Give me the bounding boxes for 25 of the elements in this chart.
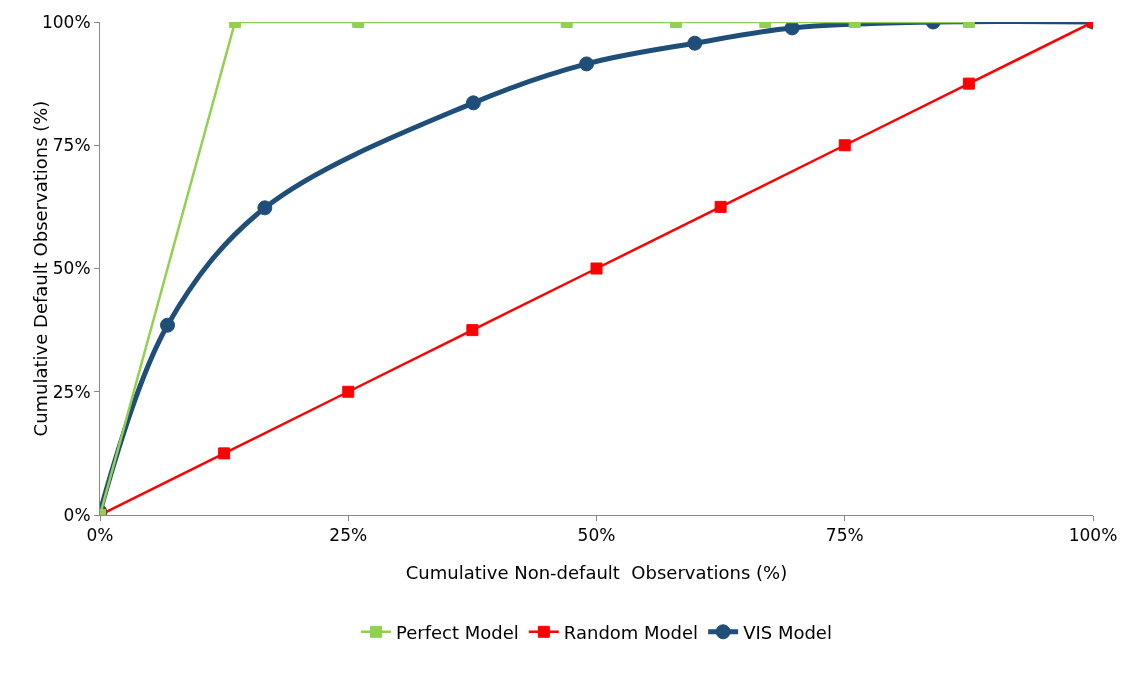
point — [257, 200, 273, 216]
legend-label: VIS Model — [743, 621, 832, 643]
point — [466, 324, 479, 337]
point — [784, 22, 800, 36]
x-tick-label: 75% — [825, 525, 864, 546]
x-tick-label: 100% — [1068, 525, 1118, 546]
x-axis-title: Cumulative Non-default Observations (%) — [405, 562, 788, 583]
point — [218, 447, 231, 460]
y-tick-label: 50% — [52, 258, 91, 279]
y-axis-title: Cumulative Default Observations (%) — [29, 100, 51, 437]
point — [590, 262, 603, 275]
point — [465, 95, 481, 111]
point — [838, 139, 851, 152]
point — [714, 200, 727, 213]
x-tick-label: 50% — [577, 525, 616, 546]
y-tick-label: 100% — [41, 11, 91, 32]
x-tick-label: 0% — [86, 525, 114, 546]
y-tick-label: 25% — [52, 381, 91, 402]
y-tick-label: 0% — [63, 504, 91, 525]
point — [160, 317, 176, 333]
legend-label: Perfect Model — [396, 621, 519, 643]
legend-label: Random Model — [563, 621, 699, 643]
x-tick-label: 25% — [329, 525, 368, 546]
y-tick-label: 75% — [52, 135, 91, 156]
point — [342, 385, 355, 398]
